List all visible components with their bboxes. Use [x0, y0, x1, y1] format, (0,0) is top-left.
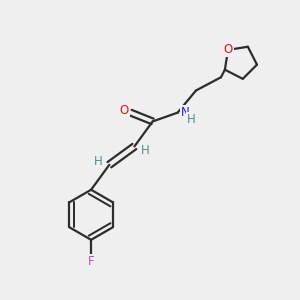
Text: H: H [187, 112, 195, 126]
Text: H: H [94, 155, 103, 168]
Text: N: N [181, 106, 190, 118]
Text: O: O [119, 104, 129, 117]
Text: O: O [224, 44, 232, 56]
Text: F: F [88, 254, 94, 268]
Text: H: H [141, 144, 150, 158]
